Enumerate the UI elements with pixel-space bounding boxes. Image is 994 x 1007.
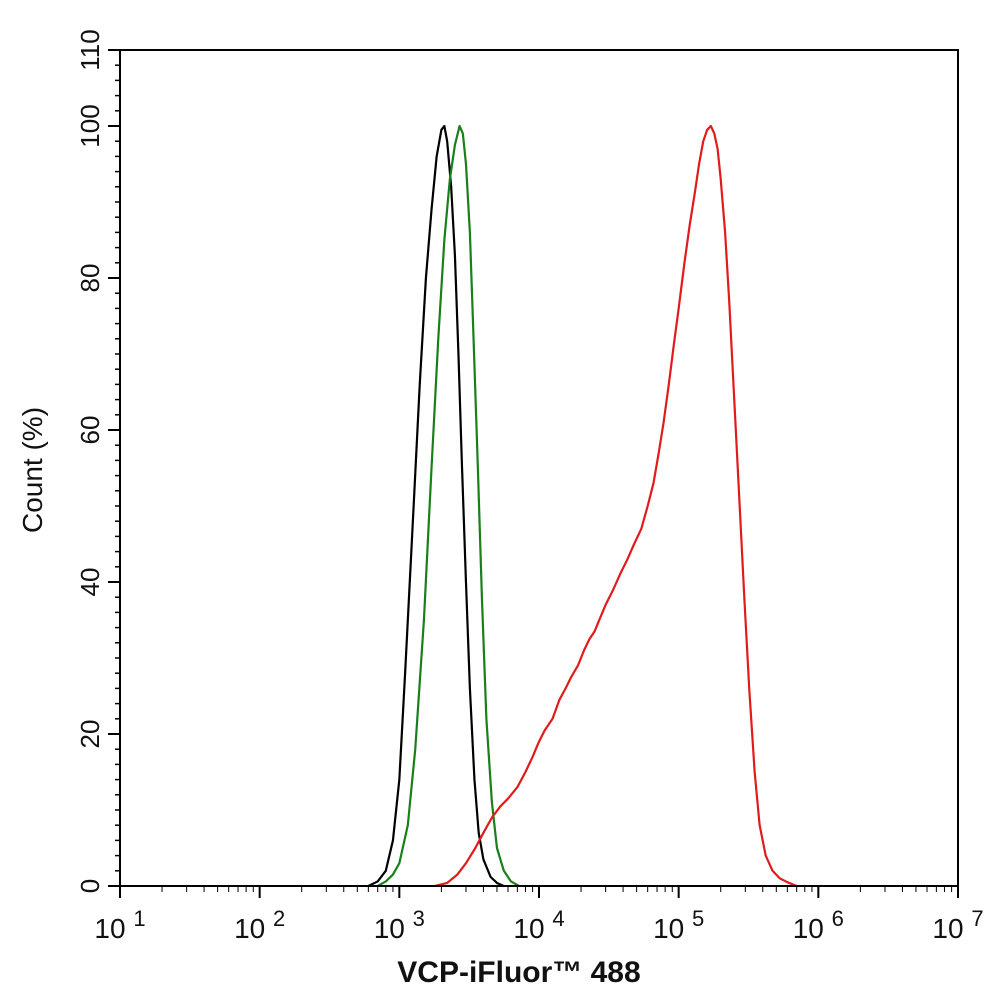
x-tick-label: 10 5 xyxy=(653,906,704,944)
y-tick-label: 20 xyxy=(75,720,105,749)
y-tick-label: 60 xyxy=(75,416,105,445)
histogram-series-1 xyxy=(367,124,505,888)
series-layer xyxy=(367,124,798,888)
y-tick-label: 80 xyxy=(75,264,105,293)
y-tick-label: 0 xyxy=(75,879,105,893)
x-tick-label: 10 4 xyxy=(513,906,564,944)
y-tick-label: 110 xyxy=(75,29,105,70)
x-tick-label: 10 3 xyxy=(374,906,425,944)
x-axis-label: VCP-iFluor™ 488 xyxy=(397,956,640,989)
x-tick-label: 10 6 xyxy=(793,906,844,944)
axis-ticks xyxy=(108,49,959,898)
x-tick-label: 10 2 xyxy=(234,906,285,944)
y-tick-label: 100 xyxy=(75,104,105,147)
histogram-series-3 xyxy=(433,124,798,888)
y-axis-label: Count (%) xyxy=(17,407,48,533)
x-tick-label: 10 1 xyxy=(94,906,145,944)
tick-labels: 0 20 40 60 80 100 110 10 1 10 2 10 3 10 4 10 5 10 6 1… xyxy=(75,29,984,944)
x-tick-label: 10 7 xyxy=(932,906,983,944)
histogram-series-2 xyxy=(376,124,521,888)
y-tick-label: 40 xyxy=(75,568,105,597)
plot-frame xyxy=(119,49,959,887)
